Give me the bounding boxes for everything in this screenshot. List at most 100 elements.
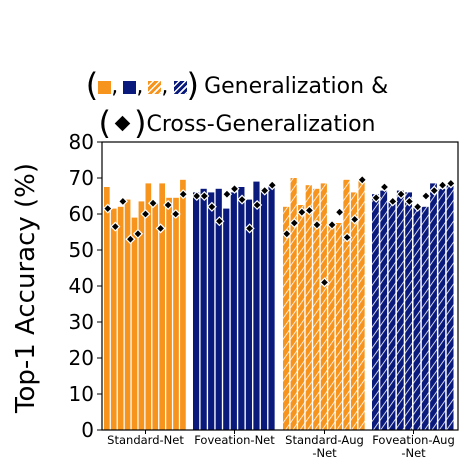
cross-generalization-marker [221, 189, 233, 200]
bar [124, 199, 131, 430]
legend-close-paren: ) [133, 104, 147, 142]
cross-generalization-marker [206, 201, 217, 212]
bar [372, 194, 379, 430]
legend-close-paren: ) [186, 66, 199, 104]
cross-generalization-marker [110, 221, 121, 232]
x-tick-label: Foveation-Net [194, 433, 275, 447]
legend-line-2: ()Cross-Generalization [0, 104, 474, 142]
legend-swatch-navy-hatched [173, 81, 187, 94]
cross-generalization-marker [155, 223, 166, 234]
bars-layer [104, 178, 454, 430]
bar [238, 187, 245, 430]
bar [230, 192, 237, 430]
bar [430, 183, 437, 430]
y-tick-label: 10 [69, 382, 94, 406]
bar [446, 185, 454, 430]
bar [253, 181, 260, 430]
cross-generalization-marker [342, 232, 353, 243]
bar [380, 190, 388, 430]
cross-generalization-marker [132, 228, 144, 239]
cross-generalization-marker [178, 189, 189, 200]
bar [305, 185, 312, 430]
y-tick-label: 20 [69, 346, 94, 370]
cross-generalization-marker [334, 207, 345, 218]
cross-generalization-marker [296, 207, 307, 218]
bar [405, 192, 413, 430]
bar [313, 188, 320, 430]
bar [215, 188, 222, 430]
bar [117, 206, 124, 430]
cross-generalization-marker [199, 190, 210, 202]
cross-generalization-marker [229, 183, 240, 194]
bar [328, 224, 335, 430]
cross-generalization-marker [319, 277, 330, 288]
bar [388, 201, 396, 430]
legend-cross-generalization-text: Cross-Generalization [146, 112, 376, 137]
cross-generalization-marker [304, 205, 315, 216]
x-tick-label: Standard-Net [107, 433, 184, 447]
cross-generalization-marker [236, 194, 248, 205]
bar [350, 192, 358, 430]
cross-generalization-marker [311, 219, 323, 230]
y-axis-label: Top-1 Accuracy (%) [11, 163, 41, 414]
cross-generalization-marker [404, 196, 415, 207]
bar [358, 178, 365, 430]
cross-generalization-marker [244, 223, 255, 234]
bar [335, 223, 343, 430]
y-tick-label: 0 [81, 418, 94, 442]
bar [131, 217, 138, 430]
bar [193, 192, 200, 430]
bar [180, 179, 186, 430]
bar [343, 179, 350, 430]
legend-generalization-text: Generalization & [204, 74, 389, 99]
bar [298, 205, 305, 430]
bar [413, 206, 421, 430]
x-tick-label: Foveation-Aug -Net [372, 433, 455, 460]
cross-generalization-marker [140, 208, 151, 220]
legend-comma: , [161, 74, 169, 99]
cross-generalization-marker [326, 219, 338, 230]
bar [260, 188, 268, 430]
cross-generalization-marker [252, 199, 263, 211]
bar [438, 188, 446, 430]
markers-layer [102, 174, 456, 288]
cross-generalization-marker [125, 234, 136, 245]
cross-generalization-marker [147, 198, 159, 209]
axes-layer: Standard-Net Foveation-Net Standard-Aug -Ne… [69, 130, 459, 460]
y-tick-label: 70 [69, 166, 94, 190]
bar [110, 208, 117, 430]
bar [166, 197, 172, 430]
legend-swatch-navy [123, 81, 137, 94]
bar [290, 178, 297, 430]
cross-generalization-marker [412, 201, 423, 212]
cross-generalization-marker [191, 190, 202, 202]
cross-generalization-marker [445, 178, 456, 189]
bar [283, 206, 290, 430]
bar [152, 203, 159, 430]
cross-generalization-marker [102, 203, 113, 214]
cross-generalization-marker [379, 181, 390, 193]
cross-generalization-marker [259, 185, 270, 196]
bar [138, 201, 145, 430]
legend-open-paren: ( [98, 104, 111, 142]
bar [245, 199, 253, 430]
y-tick-label: 80 [69, 130, 94, 154]
y-tick-label: 30 [69, 310, 94, 334]
legend-line-1: (, , , ) Generalization & [0, 66, 474, 104]
y-tick-label: 50 [69, 238, 94, 262]
bar [200, 188, 207, 430]
y-tick-label: 40 [69, 274, 94, 298]
cross-generalization-marker [349, 214, 360, 225]
legend-comma: , [111, 74, 119, 99]
cross-generalization-marker [214, 216, 225, 227]
cross-generalization-marker [170, 208, 181, 220]
bar [173, 197, 179, 430]
legend-swatch-orange-hatched [148, 81, 162, 94]
legend-swatch-orange [98, 81, 112, 94]
legend-comma: , [136, 74, 144, 99]
cross-generalization-marker [387, 196, 398, 207]
cross-generalization-marker [371, 192, 382, 203]
cross-generalization-marker [357, 174, 368, 185]
bar [268, 185, 275, 430]
